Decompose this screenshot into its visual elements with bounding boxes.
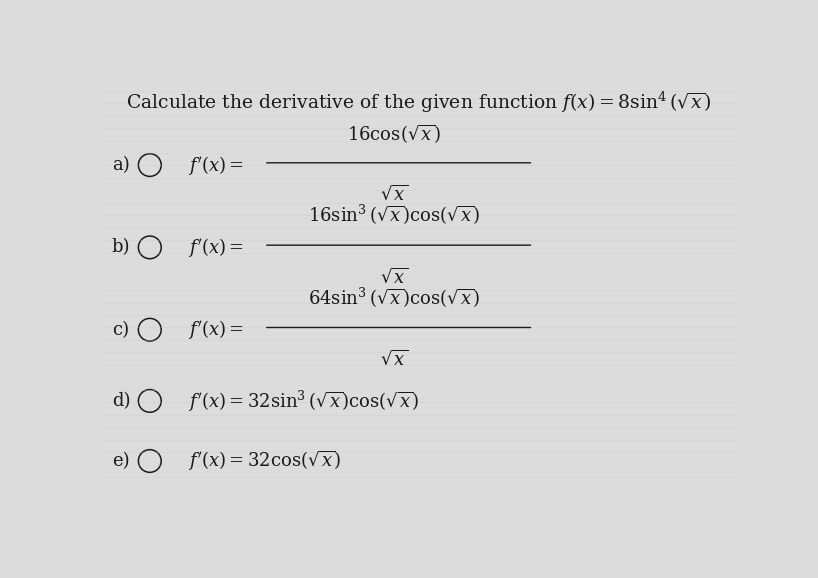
- Text: $f'(x) = 32\cos(\sqrt{x})$: $f'(x) = 32\cos(\sqrt{x})$: [188, 449, 341, 473]
- Text: $\sqrt{x}$: $\sqrt{x}$: [380, 350, 408, 369]
- Text: $\sqrt{x}$: $\sqrt{x}$: [380, 268, 408, 287]
- Text: $f'(x) =$: $f'(x) =$: [188, 318, 244, 341]
- Text: e): e): [112, 452, 129, 470]
- Text: a): a): [112, 156, 129, 174]
- Text: $f'(x) = 32\sin^{3}(\sqrt{x})\cos(\sqrt{x})$: $f'(x) = 32\sin^{3}(\sqrt{x})\cos(\sqrt{…: [188, 388, 419, 413]
- Text: $16\sin^{3}(\sqrt{x})\cos(\sqrt{x})$: $16\sin^{3}(\sqrt{x})\cos(\sqrt{x})$: [308, 203, 480, 227]
- Text: $16\cos(\sqrt{x})$: $16\cos(\sqrt{x})$: [347, 122, 441, 145]
- Text: Calculate the derivative of the given function $f(x) = 8\sin^{4}(\sqrt{x})$: Calculate the derivative of the given fu…: [127, 90, 712, 114]
- Text: $64\sin^{3}(\sqrt{x})\cos(\sqrt{x})$: $64\sin^{3}(\sqrt{x})\cos(\sqrt{x})$: [308, 286, 480, 310]
- Text: b): b): [112, 238, 130, 257]
- Text: c): c): [112, 321, 129, 339]
- Text: d): d): [112, 392, 130, 410]
- Text: $f'(x) =$: $f'(x) =$: [188, 154, 244, 176]
- Text: $\sqrt{x}$: $\sqrt{x}$: [380, 185, 408, 205]
- Text: $f'(x) =$: $f'(x) =$: [188, 236, 244, 259]
